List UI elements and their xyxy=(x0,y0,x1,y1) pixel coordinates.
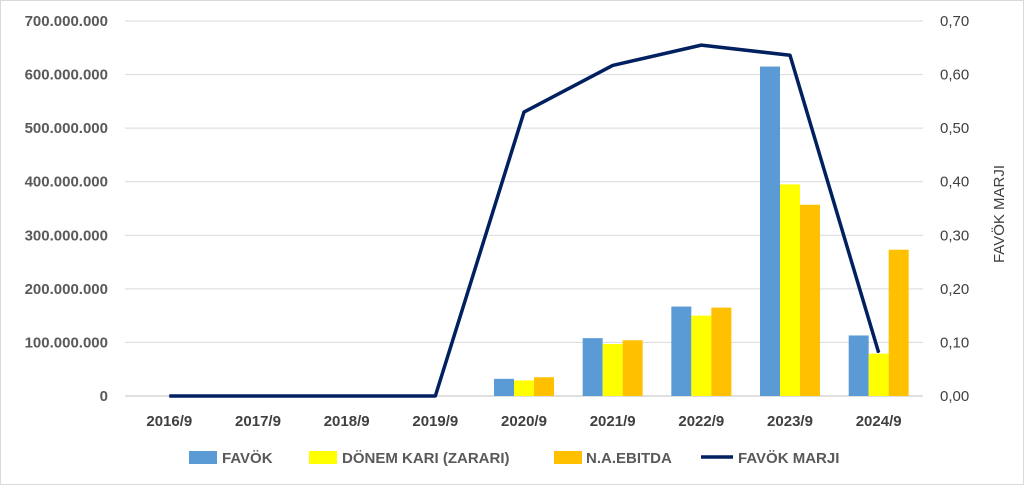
right-tick-label: 0,60 xyxy=(940,67,969,84)
legend-item: FAVÖK MARJI xyxy=(701,450,839,467)
left-tick-label: 700.000.000 xyxy=(25,13,108,30)
category-label: 2019/9 xyxy=(412,413,458,430)
category-label: 2020/9 xyxy=(501,413,547,430)
line-point xyxy=(434,395,436,397)
legend: FAVÖK DÖNEM KARI (ZARARI) N.A.EBITDA FAVÖK … xyxy=(189,450,839,467)
legend-label: DÖNEM KARI (ZARARI) xyxy=(342,450,509,467)
bar-n-a-ebitda xyxy=(711,307,732,396)
right-axis-ticks: 0,00 0,10 0,20 0,30 0,40 0,50 0,60 0,70 xyxy=(940,13,969,405)
left-tick-label: 100.000.000 xyxy=(25,334,108,351)
right-axis-title: FAVÖK MARJI xyxy=(990,165,1008,263)
category-label: 2016/9 xyxy=(146,413,192,430)
category-axis-labels: 2016/9 2017/9 2018/9 2019/9 2020/9 2021/9 2022… xyxy=(146,413,901,430)
right-tick-label: 0,20 xyxy=(940,281,969,298)
line-point xyxy=(346,395,348,397)
right-tick-label: 0,00 xyxy=(940,388,969,405)
left-tick-label: 500.000.000 xyxy=(25,120,108,137)
left-tick-label: 0 xyxy=(100,388,108,405)
bar-fav-k xyxy=(494,378,514,396)
legend-label: N.A.EBITDA xyxy=(586,450,672,467)
gridlines xyxy=(125,20,923,397)
right-tick-label: 0,40 xyxy=(940,174,969,191)
bar-n-a-ebitda xyxy=(888,249,909,396)
bar-d-nem-kari-zarari- xyxy=(691,315,712,396)
left-tick-label: 400.000.000 xyxy=(25,174,108,191)
left-axis-ticks: 0 100.000.000 200.000.000 300.000.000 400.00… xyxy=(25,13,108,405)
right-tick-label: 0,30 xyxy=(940,227,969,244)
line-point xyxy=(168,395,170,397)
category-label: 2021/9 xyxy=(590,413,636,430)
bar-fav-k xyxy=(760,66,780,397)
legend-label: FAVÖK xyxy=(222,450,273,467)
bar-d-nem-kari-zarari- xyxy=(780,184,800,396)
category-label: 2017/9 xyxy=(235,413,281,430)
left-tick-label: 200.000.000 xyxy=(25,281,108,298)
legend-item: FAVÖK xyxy=(189,450,273,467)
bar-fav-k xyxy=(671,306,692,396)
category-label: 2022/9 xyxy=(678,413,724,430)
bar-n-a-ebitda xyxy=(622,340,643,396)
bar-n-a-ebitda xyxy=(800,204,820,396)
legend-swatch xyxy=(189,451,217,464)
line-point xyxy=(257,395,259,397)
category-label: 2018/9 xyxy=(324,413,370,430)
bar-d-nem-kari-zarari- xyxy=(514,380,534,396)
line-series xyxy=(168,43,881,398)
category-label: 2023/9 xyxy=(767,413,813,430)
bar-n-a-ebitda xyxy=(534,377,554,396)
legend-label: FAVÖK MARJI xyxy=(738,450,839,467)
right-tick-label: 0,50 xyxy=(940,120,969,137)
right-tick-label: 0,10 xyxy=(940,334,969,351)
left-tick-label: 600.000.000 xyxy=(25,67,108,84)
right-tick-label: 0,70 xyxy=(940,13,969,30)
line-point xyxy=(789,54,791,56)
bar-d-nem-kari-zarari- xyxy=(602,344,623,396)
legend-item: N.A.EBITDA xyxy=(554,450,672,467)
line-point xyxy=(612,64,614,66)
bar-fav-k xyxy=(848,335,869,396)
line-point xyxy=(878,352,880,354)
legend-swatch xyxy=(554,451,582,464)
legend-swatch xyxy=(309,451,337,464)
line-point xyxy=(700,44,702,46)
bar-d-nem-kari-zarari- xyxy=(868,353,889,396)
legend-item: DÖNEM KARI (ZARARI) xyxy=(309,450,509,467)
left-tick-label: 300.000.000 xyxy=(25,227,108,244)
category-label: 2024/9 xyxy=(856,413,902,430)
bar-fav-k xyxy=(582,338,603,396)
line-point xyxy=(523,111,525,113)
bar-series xyxy=(494,66,909,397)
